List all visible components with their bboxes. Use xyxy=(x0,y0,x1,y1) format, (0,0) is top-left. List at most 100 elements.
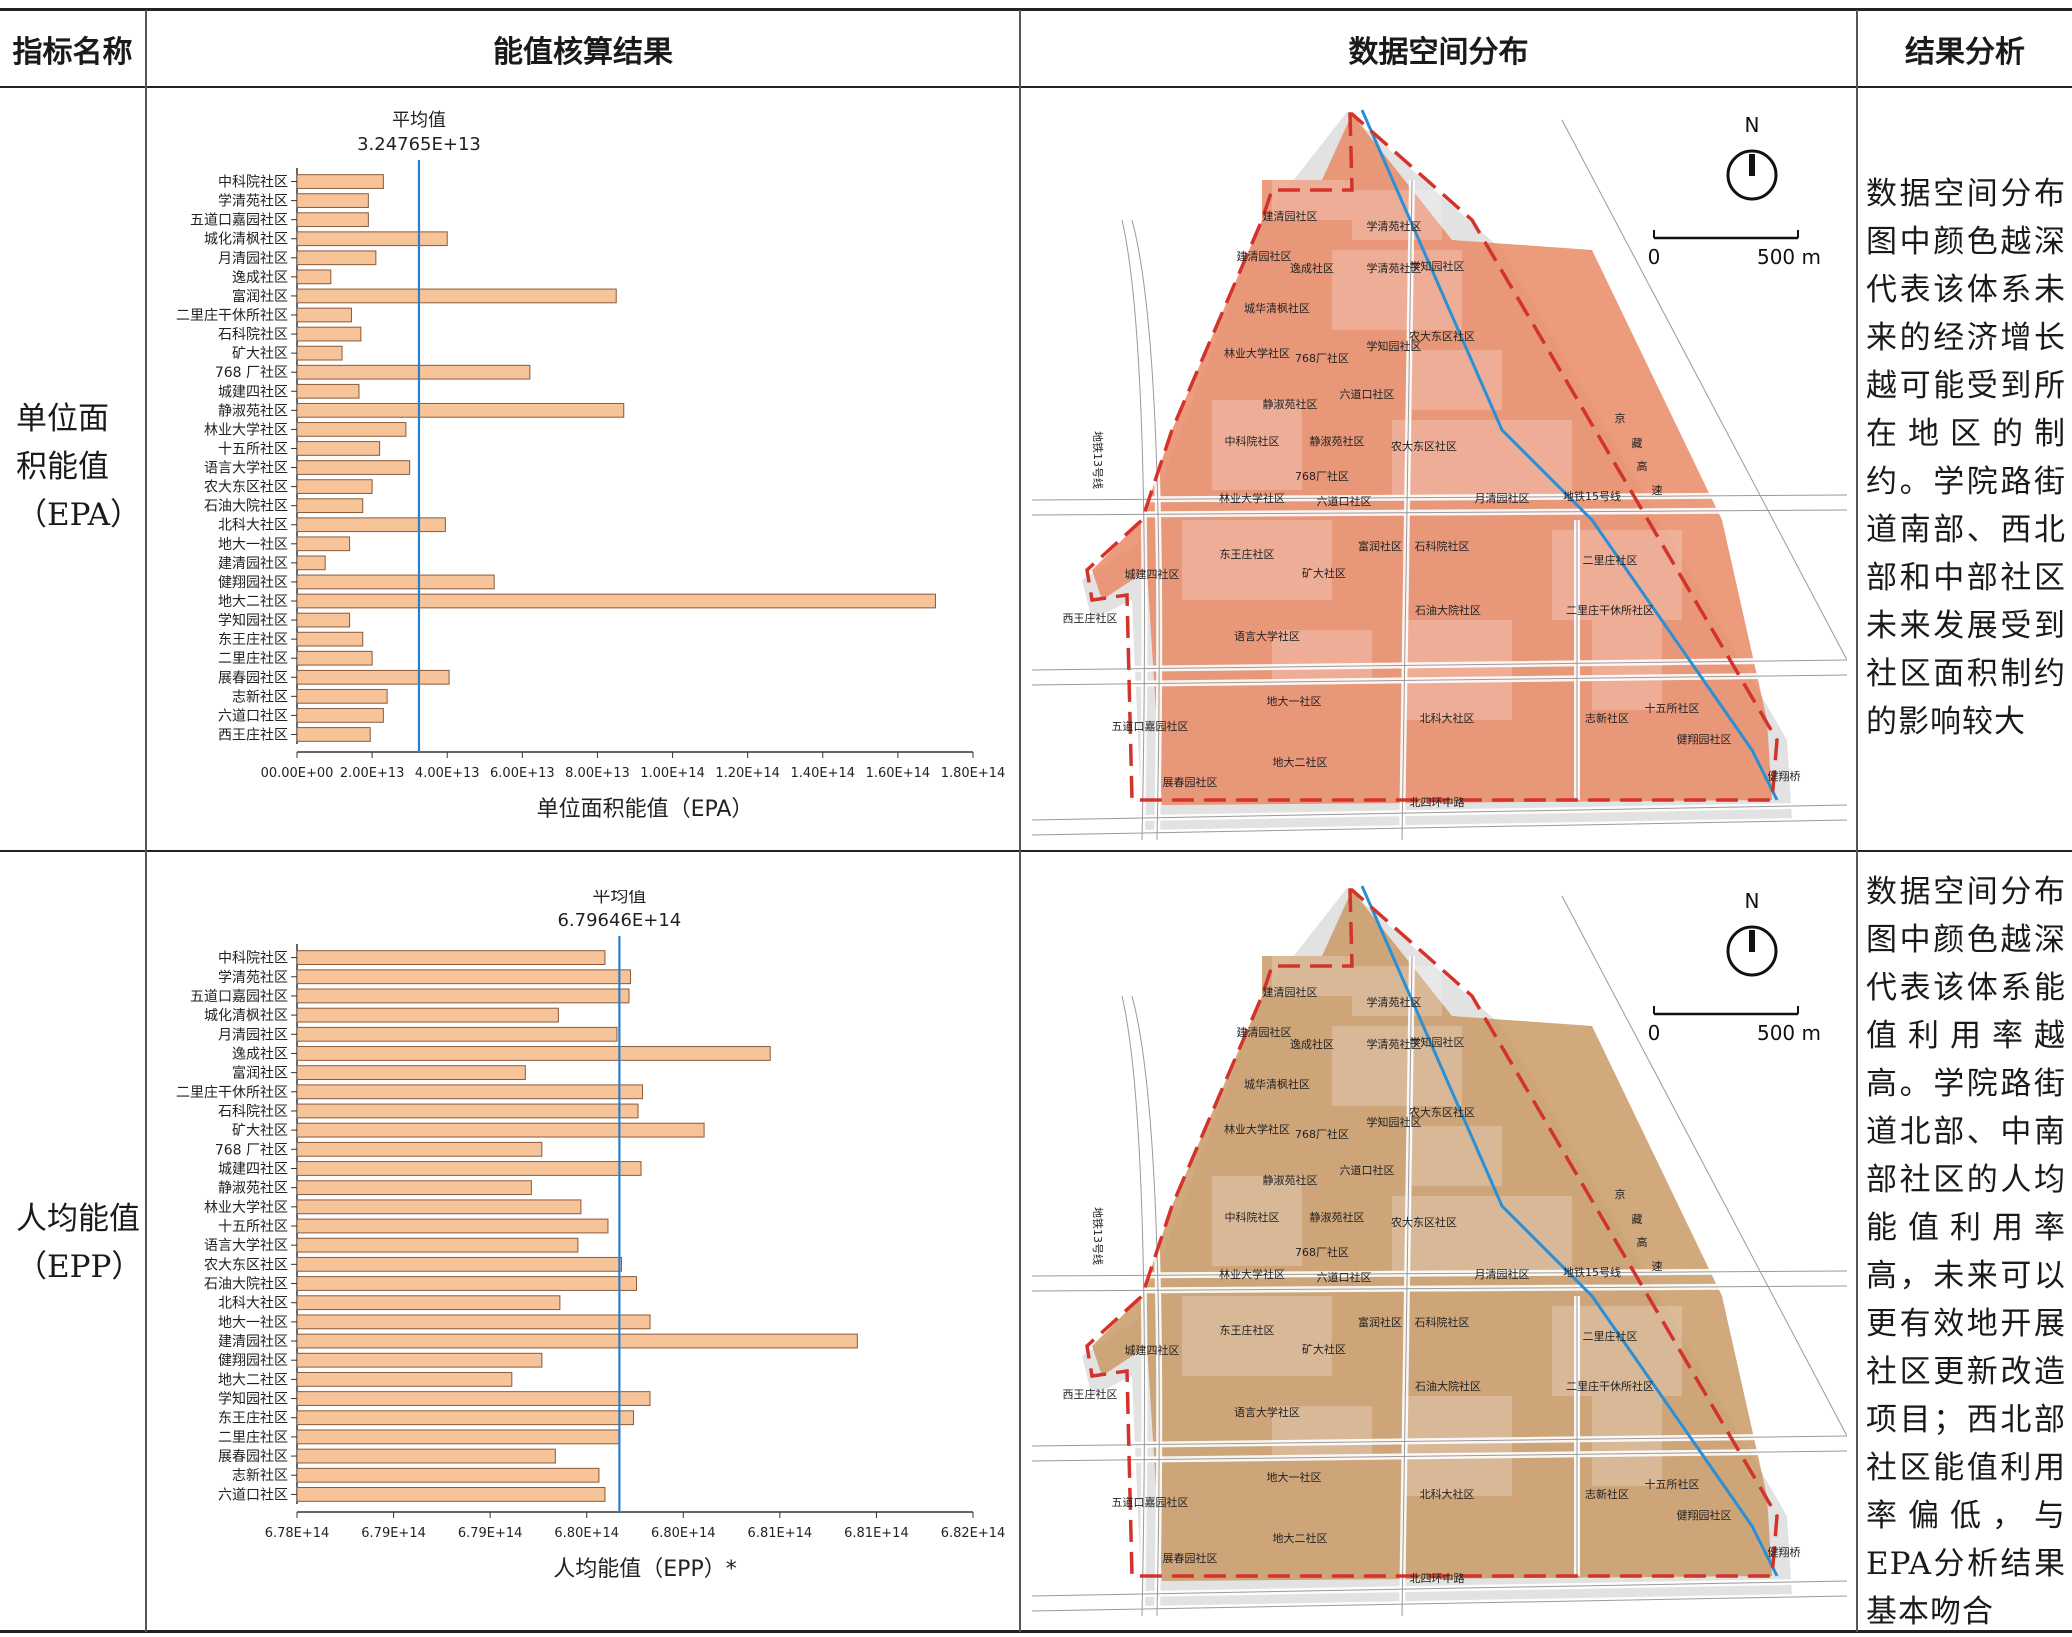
epa-chart: 中科院社区 学清苑社区 五道口嘉园社区 城化清枫社区 月清园社区 逸成社区 富润社区 二里庄干… xyxy=(147,110,1017,830)
category-label: 北科大社区 xyxy=(218,518,288,534)
epa-bar-chart: 中科院社区学清苑社区五道口嘉园社区城化清枫社区月清园社区逸成社区富润社区二里庄干… xyxy=(176,110,1005,822)
district-area xyxy=(1092,114,1772,805)
header-indicator: 指标名称 xyxy=(12,35,133,70)
category-label: 农大东区社区 xyxy=(204,1257,288,1273)
district-boundary xyxy=(1085,888,1779,1578)
chart-bar xyxy=(296,174,384,189)
chart-bar xyxy=(296,1352,543,1368)
map-label: 石科院社区 xyxy=(1415,539,1470,553)
chart-bar xyxy=(296,1371,513,1387)
chart-bar xyxy=(296,479,373,494)
map-label: 健翔园社区 xyxy=(1677,1508,1732,1522)
map-label: 矿大社区 xyxy=(1302,1342,1346,1356)
map-block xyxy=(1182,1296,1332,1376)
map-label: 藏 xyxy=(1632,1213,1643,1226)
district-boundary xyxy=(1085,112,1779,802)
map-label: 月清园社区 xyxy=(1475,491,1530,505)
map-block xyxy=(1212,1176,1302,1266)
epp-chart: 中科院社区 学清苑社区 五道口嘉园社区 城化清枫社区 月清园社区 逸成社区 富润社区 二里庄干… xyxy=(147,886,1017,1620)
x-tick-label: 6.79E+14 xyxy=(361,1526,426,1541)
row-label-epp: 人均能值 （EPP） xyxy=(0,1195,145,1291)
category-label: 语言大学社区 xyxy=(204,1238,288,1254)
map-block xyxy=(1412,350,1502,410)
x-tick-label: 6.81E+14 xyxy=(844,1526,909,1541)
chart-bar xyxy=(296,345,343,361)
road-edge xyxy=(1401,955,1413,1617)
map-label: 学清苑社区 xyxy=(1367,261,1422,275)
map-label: 学清苑社区 xyxy=(1367,995,1422,1009)
map-label: 二里庄社区 xyxy=(1583,1329,1638,1343)
map-label: 西王庄社区 xyxy=(1063,1387,1118,1401)
mean-label: 平均值 xyxy=(592,890,646,907)
category-label: 中科院社区 xyxy=(218,175,288,191)
map-label: 六道口社区 xyxy=(1317,1270,1372,1284)
chart-bar xyxy=(296,212,369,228)
map-block xyxy=(1352,966,1442,1016)
map-label: 地铁15号线 xyxy=(1563,1265,1621,1279)
header-spatial: 数据空间分布 xyxy=(1348,35,1529,70)
map-label: 农大东区社区 xyxy=(1409,329,1475,343)
chart-bar xyxy=(296,1276,638,1291)
category-label: 农大东区社区 xyxy=(204,480,288,496)
map-label: 农大东区社区 xyxy=(1391,439,1457,453)
map-label: 学知园社区 xyxy=(1410,1035,1465,1049)
chart-bar xyxy=(296,1103,639,1119)
map-block xyxy=(1212,400,1302,490)
category-label: 石油大院社区 xyxy=(204,1277,288,1293)
chart-bar xyxy=(296,1448,556,1464)
category-label: 逸成社区 xyxy=(232,270,288,286)
scale-end-label: 500 m xyxy=(1757,245,1821,269)
chart-bar xyxy=(296,288,617,304)
road-edge xyxy=(1031,1595,1848,1612)
category-label: 地大二社区 xyxy=(218,594,288,610)
x-tick-label: 6.79E+14 xyxy=(458,1526,523,1541)
chart-bar xyxy=(296,1314,651,1330)
x-tick-label: 1.00E+14 xyxy=(640,766,705,781)
map-label: 矿大社区 xyxy=(1302,566,1346,580)
map-block xyxy=(1272,1406,1372,1456)
map-label: 林业大学社区 xyxy=(1219,1267,1285,1281)
chart-bar xyxy=(296,193,369,208)
category-label: 语言大学社区 xyxy=(204,461,288,477)
map-label: 林业大学社区 xyxy=(1224,1122,1290,1136)
chart-bar xyxy=(296,1295,561,1311)
chart-bar xyxy=(296,950,606,965)
map-label: 学清苑社区 xyxy=(1367,1037,1422,1051)
category-label: 二里庄社区 xyxy=(218,650,288,667)
category-label: 768 厂社区 xyxy=(215,1142,288,1158)
map-label: 地铁13号线 xyxy=(1091,1207,1105,1265)
map-block xyxy=(1272,956,1352,996)
chart-bar xyxy=(296,669,450,685)
road-edge xyxy=(1031,674,1848,686)
chart-bar xyxy=(296,1141,543,1157)
map-label: 城华清枫社区 xyxy=(1244,301,1310,315)
chart-bar xyxy=(296,1429,621,1445)
category-label: 富润社区 xyxy=(232,1065,288,1082)
category-label: 二里庄社区 xyxy=(218,1429,288,1446)
x-tick-label: 2.00E+13 xyxy=(340,766,405,781)
map-block xyxy=(1352,190,1442,240)
category-label: 志新社区 xyxy=(232,1468,288,1484)
map-label: 月清园社区 xyxy=(1475,1267,1530,1281)
map-label: 二里庄干休所社区 xyxy=(1566,603,1654,617)
map-label: 速 xyxy=(1652,1260,1663,1273)
category-label: 768 厂社区 xyxy=(215,365,288,381)
map-label: 静淑苑社区 xyxy=(1310,1210,1365,1224)
north-arrow-needle xyxy=(1749,154,1755,176)
map-label: 东王庄社区 xyxy=(1220,1323,1275,1337)
map-label: 展春园社区 xyxy=(1163,1551,1218,1565)
chart-bar xyxy=(296,631,364,647)
category-label: 二里庄干休所社区 xyxy=(176,307,288,324)
category-label: 地大一社区 xyxy=(218,1315,288,1331)
mean-value-label: 6.79646E+14 xyxy=(557,910,681,931)
map-label: 林业大学社区 xyxy=(1224,346,1290,360)
chart-bar xyxy=(296,1026,618,1042)
map-label: 石科院社区 xyxy=(1415,1315,1470,1329)
header-analysis: 结果分析 xyxy=(1905,35,2025,70)
map-block xyxy=(1182,520,1332,600)
category-label: 富润社区 xyxy=(232,288,288,305)
chart-bar xyxy=(296,1084,644,1100)
map-label: 健翔园社区 xyxy=(1677,732,1732,746)
chart-bar xyxy=(296,441,381,456)
